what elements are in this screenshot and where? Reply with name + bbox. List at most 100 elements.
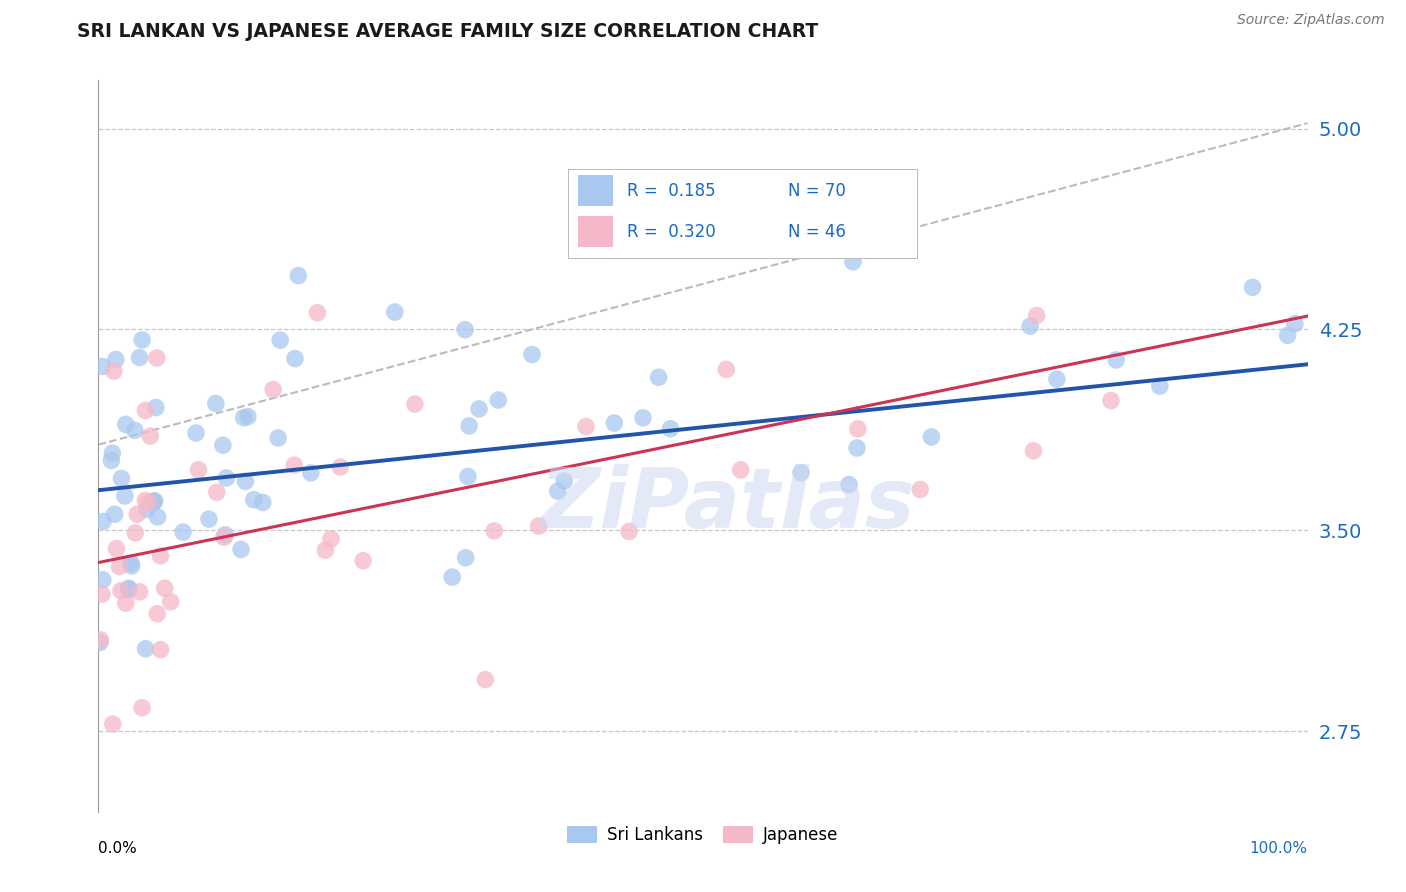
Point — [124, 423, 146, 437]
Point — [91, 359, 114, 374]
Point — [91, 514, 114, 528]
Point — [135, 641, 157, 656]
Point — [1277, 328, 1299, 343]
Point — [110, 583, 132, 598]
Point — [553, 474, 575, 488]
Point — [134, 493, 156, 508]
Point — [146, 607, 169, 621]
Point — [404, 397, 426, 411]
Point — [520, 347, 543, 361]
Point — [299, 466, 322, 480]
Text: N = 70: N = 70 — [787, 182, 845, 200]
Point — [384, 305, 406, 319]
Point — [846, 422, 869, 436]
Point — [468, 401, 491, 416]
Point — [267, 431, 290, 445]
Point — [236, 409, 259, 424]
Text: 100.0%: 100.0% — [1250, 841, 1308, 856]
Point — [131, 333, 153, 347]
Point — [1099, 393, 1122, 408]
Point — [187, 463, 209, 477]
Point — [127, 507, 149, 521]
Point — [101, 446, 124, 460]
Point — [91, 587, 114, 601]
Point — [252, 495, 274, 509]
Point — [243, 492, 266, 507]
Point — [91, 573, 114, 587]
Point — [1284, 317, 1306, 331]
Point — [212, 438, 235, 452]
Point — [603, 416, 626, 430]
Point — [205, 396, 228, 410]
Point — [114, 596, 136, 610]
Point — [146, 510, 169, 524]
Point — [142, 494, 165, 508]
Point — [441, 570, 464, 584]
Point — [575, 419, 598, 434]
Point — [121, 558, 143, 573]
Point — [659, 422, 682, 436]
Point — [100, 453, 122, 467]
Point — [114, 417, 136, 432]
Point — [307, 306, 329, 320]
Point — [283, 458, 305, 472]
Text: 0.0%: 0.0% — [98, 841, 138, 856]
Point — [908, 483, 931, 497]
Point — [1022, 443, 1045, 458]
Point — [284, 351, 307, 366]
Point — [647, 370, 669, 384]
Text: N = 46: N = 46 — [787, 223, 845, 241]
Point — [104, 508, 127, 522]
Point — [128, 585, 150, 599]
Point — [90, 632, 112, 647]
Point — [153, 581, 176, 595]
Point — [920, 430, 942, 444]
Point — [101, 717, 124, 731]
Point — [1241, 280, 1264, 294]
Text: ZiPatlas: ZiPatlas — [540, 464, 915, 545]
Point — [631, 410, 654, 425]
Point — [105, 541, 128, 556]
Point — [205, 485, 228, 500]
Point — [457, 469, 479, 483]
Point — [1025, 309, 1047, 323]
Point — [139, 429, 162, 443]
Point — [716, 362, 738, 376]
Bar — [578, 175, 613, 206]
Point — [120, 556, 142, 570]
Point — [103, 364, 125, 378]
Point — [235, 475, 257, 489]
Point — [617, 524, 640, 539]
Point — [214, 528, 236, 542]
Point — [314, 543, 336, 558]
Point — [198, 512, 221, 526]
Bar — [578, 216, 613, 247]
Point — [319, 532, 342, 546]
Point — [131, 700, 153, 714]
Point — [474, 673, 496, 687]
Point — [172, 524, 194, 539]
Point — [89, 635, 111, 649]
Point — [1019, 319, 1042, 334]
Point — [145, 401, 167, 415]
Point — [136, 495, 159, 509]
Point — [159, 595, 181, 609]
Point — [212, 530, 235, 544]
Point — [149, 549, 172, 563]
Point — [454, 550, 477, 565]
Point — [110, 471, 132, 485]
Point — [1149, 379, 1171, 393]
Point — [287, 268, 309, 283]
Point — [838, 477, 860, 491]
Point — [842, 193, 865, 207]
Text: R =  0.320: R = 0.320 — [627, 223, 716, 241]
Point — [128, 351, 150, 365]
Point — [842, 254, 865, 268]
Text: Source: ZipAtlas.com: Source: ZipAtlas.com — [1237, 13, 1385, 28]
Point — [269, 333, 291, 347]
Point — [846, 441, 869, 455]
Point — [790, 466, 813, 480]
Point — [118, 582, 141, 597]
Point — [547, 484, 569, 499]
Point — [329, 460, 352, 475]
